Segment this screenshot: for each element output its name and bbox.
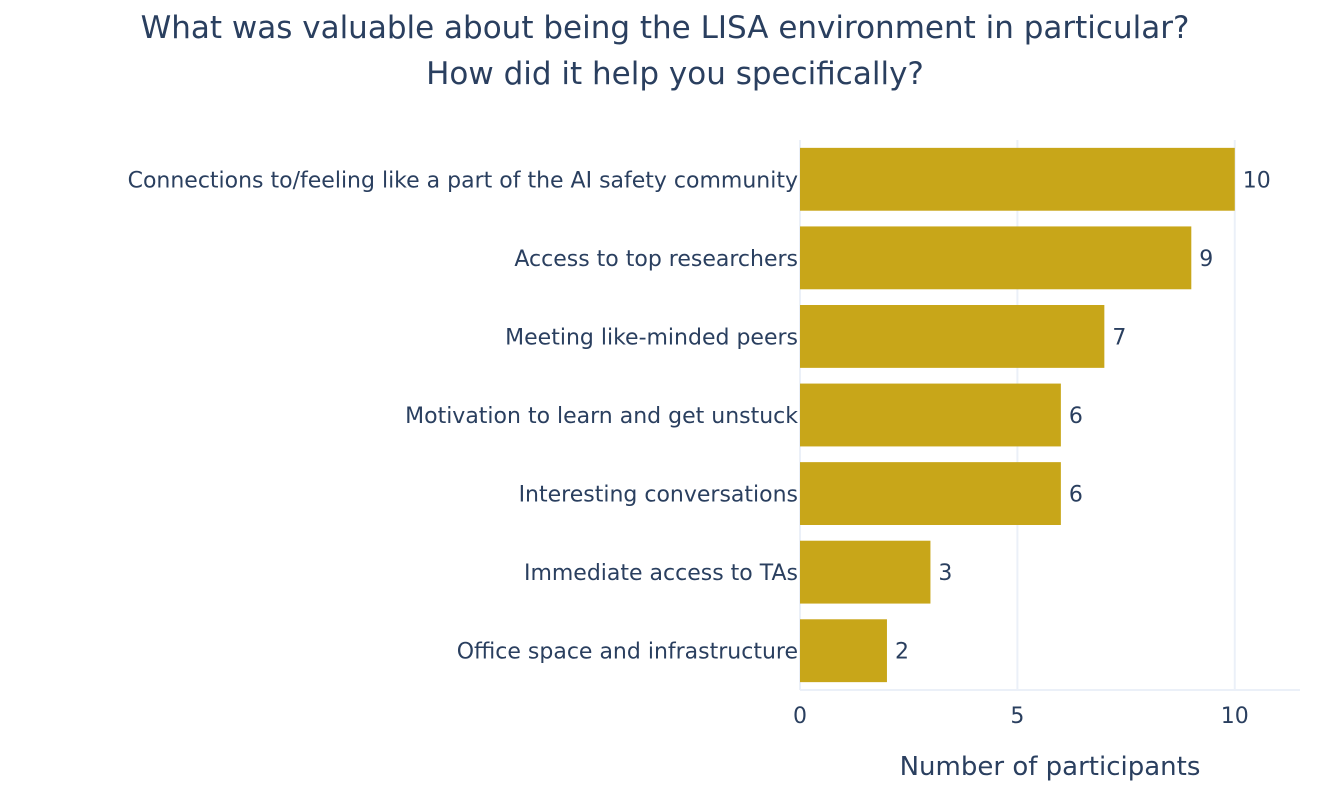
chart-title: What was valuable about being the LISA e…	[141, 10, 1190, 92]
chart-title-line-2: How did it help you specifically?	[426, 56, 924, 92]
bar-layer	[800, 147, 1235, 683]
category-label: Access to top researchers	[514, 247, 798, 272]
bar-value-label: 3	[938, 561, 952, 586]
bar	[800, 619, 887, 683]
x-axis-title: Number of participants	[900, 752, 1201, 782]
x-tick-labels: 0 5 10	[793, 704, 1249, 729]
bar	[800, 462, 1061, 525]
bar-value-label: 2	[895, 640, 909, 665]
bar-value-label: 9	[1199, 247, 1213, 272]
category-label: Office space and infrastructure	[457, 640, 798, 665]
bar	[800, 305, 1105, 368]
bar-value-label: 10	[1243, 168, 1271, 193]
x-tick-label: 10	[1221, 704, 1249, 729]
value-labels: 10 9 7 6 6 3 2	[895, 168, 1271, 664]
bar	[800, 226, 1192, 290]
bar-value-label: 6	[1069, 404, 1083, 429]
category-labels: Connections to/feeling like a part of th…	[128, 168, 799, 664]
x-tick-label: 0	[793, 704, 807, 729]
chart-title-line-1: What was valuable about being the LISA e…	[141, 10, 1190, 46]
bar-value-label: 6	[1069, 483, 1083, 508]
x-tick-label: 5	[1010, 704, 1024, 729]
bar	[800, 147, 1235, 211]
bar	[800, 540, 931, 604]
category-label: Meeting like-minded peers	[505, 325, 798, 350]
bar	[800, 383, 1061, 447]
category-label: Interesting conversations	[519, 483, 798, 508]
category-label: Connections to/feeling like a part of th…	[128, 168, 798, 193]
bar-value-label: 7	[1112, 325, 1126, 350]
category-label: Immediate access to TAs	[524, 561, 798, 586]
category-label: Motivation to learn and get unstuck	[405, 404, 798, 429]
